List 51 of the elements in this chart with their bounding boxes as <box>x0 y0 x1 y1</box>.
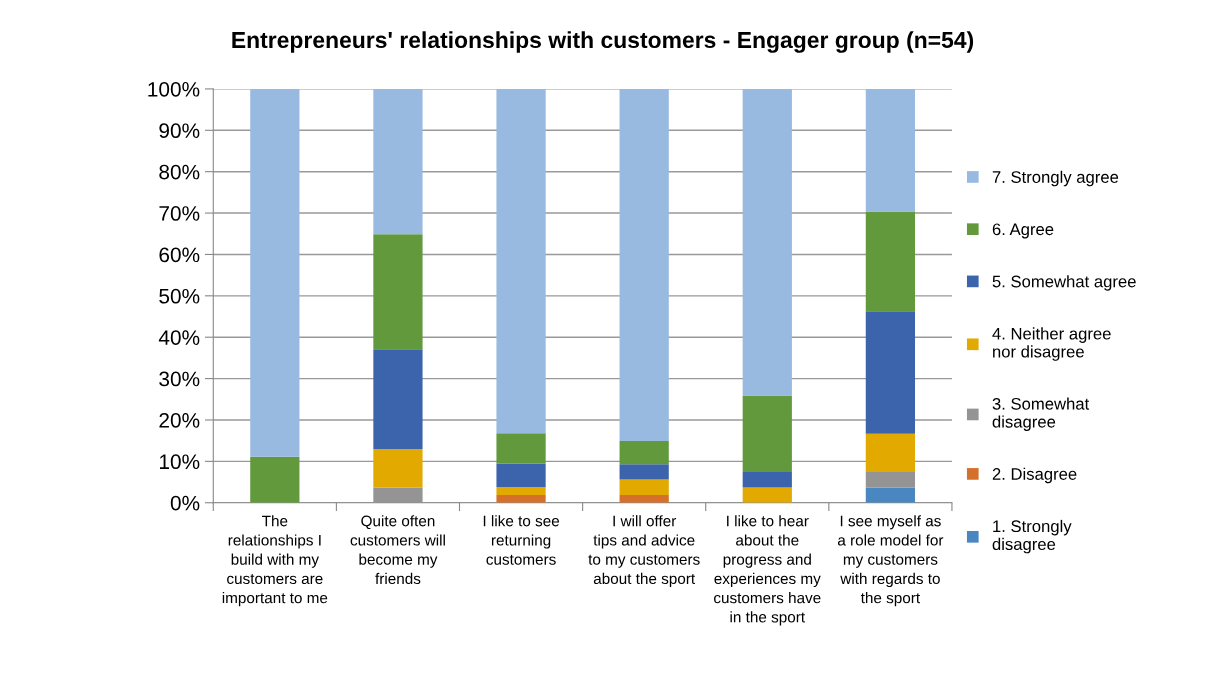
bar <box>496 433 546 464</box>
y-tick-label: 80% <box>159 164 200 180</box>
x-tick-label: I see myself as a role model for my customers with regards to the sport <box>837 515 944 607</box>
bar <box>619 464 669 480</box>
y-tick-label: 0% <box>170 495 200 511</box>
y-tick-label: 100% <box>148 81 200 97</box>
x-tick-label: I like to hear about the progress and experiences my customers have in the sport <box>714 515 821 626</box>
y-tick-label: 10% <box>159 454 200 470</box>
bar <box>865 472 916 488</box>
chart-title: Entrepreneurs' relationships with customers - Engager group (n=54) <box>232 31 974 53</box>
y-tick-label: 70% <box>159 206 200 221</box>
bar <box>865 88 916 212</box>
bar <box>865 211 916 312</box>
bar <box>250 456 300 503</box>
legend-label: 1. Strongly disagree <box>992 519 1072 554</box>
bar <box>373 448 423 488</box>
x-tick-label: I will offer tips and advice to my customers about the sport <box>588 515 700 588</box>
bar <box>373 349 423 449</box>
x-tick-label: I like to see returning customers <box>483 515 560 565</box>
bar <box>496 487 546 495</box>
x-tick-label: Quite often customers will become my friends <box>350 515 445 585</box>
bar <box>865 487 916 503</box>
y-tick-label: 60% <box>159 247 200 263</box>
bar <box>496 88 546 434</box>
y-tick-label: 20% <box>159 412 200 428</box>
legend-label: 7. Strongly agree <box>992 170 1119 187</box>
bar <box>742 487 792 503</box>
legend-label: 6. Agree <box>992 223 1054 239</box>
bar <box>742 395 792 473</box>
y-tick-label: 50% <box>159 288 200 304</box>
bar <box>742 472 792 488</box>
bar <box>496 494 546 503</box>
bar <box>373 487 423 503</box>
x-tick-label: The relationships I build with my customers are important to me <box>222 515 328 607</box>
bar <box>619 479 669 495</box>
bar <box>865 433 916 473</box>
bar <box>619 441 669 465</box>
bar <box>865 311 916 434</box>
bar <box>250 88 300 457</box>
legend-label: 4. Neither agree nor disagree <box>992 327 1111 361</box>
bar <box>373 234 423 350</box>
bar <box>496 463 546 488</box>
bar <box>373 88 423 235</box>
legend-label: 5. Somewhat agree <box>992 275 1136 291</box>
y-tick-label: 90% <box>159 123 200 139</box>
bar <box>619 88 669 442</box>
legend-label: 3. Somewhat disagree <box>992 397 1090 431</box>
bar <box>742 88 792 396</box>
y-tick-label: 40% <box>158 330 200 345</box>
y-tick-label: 30% <box>159 371 200 387</box>
legend-label: 2. Disagree <box>992 467 1077 484</box>
